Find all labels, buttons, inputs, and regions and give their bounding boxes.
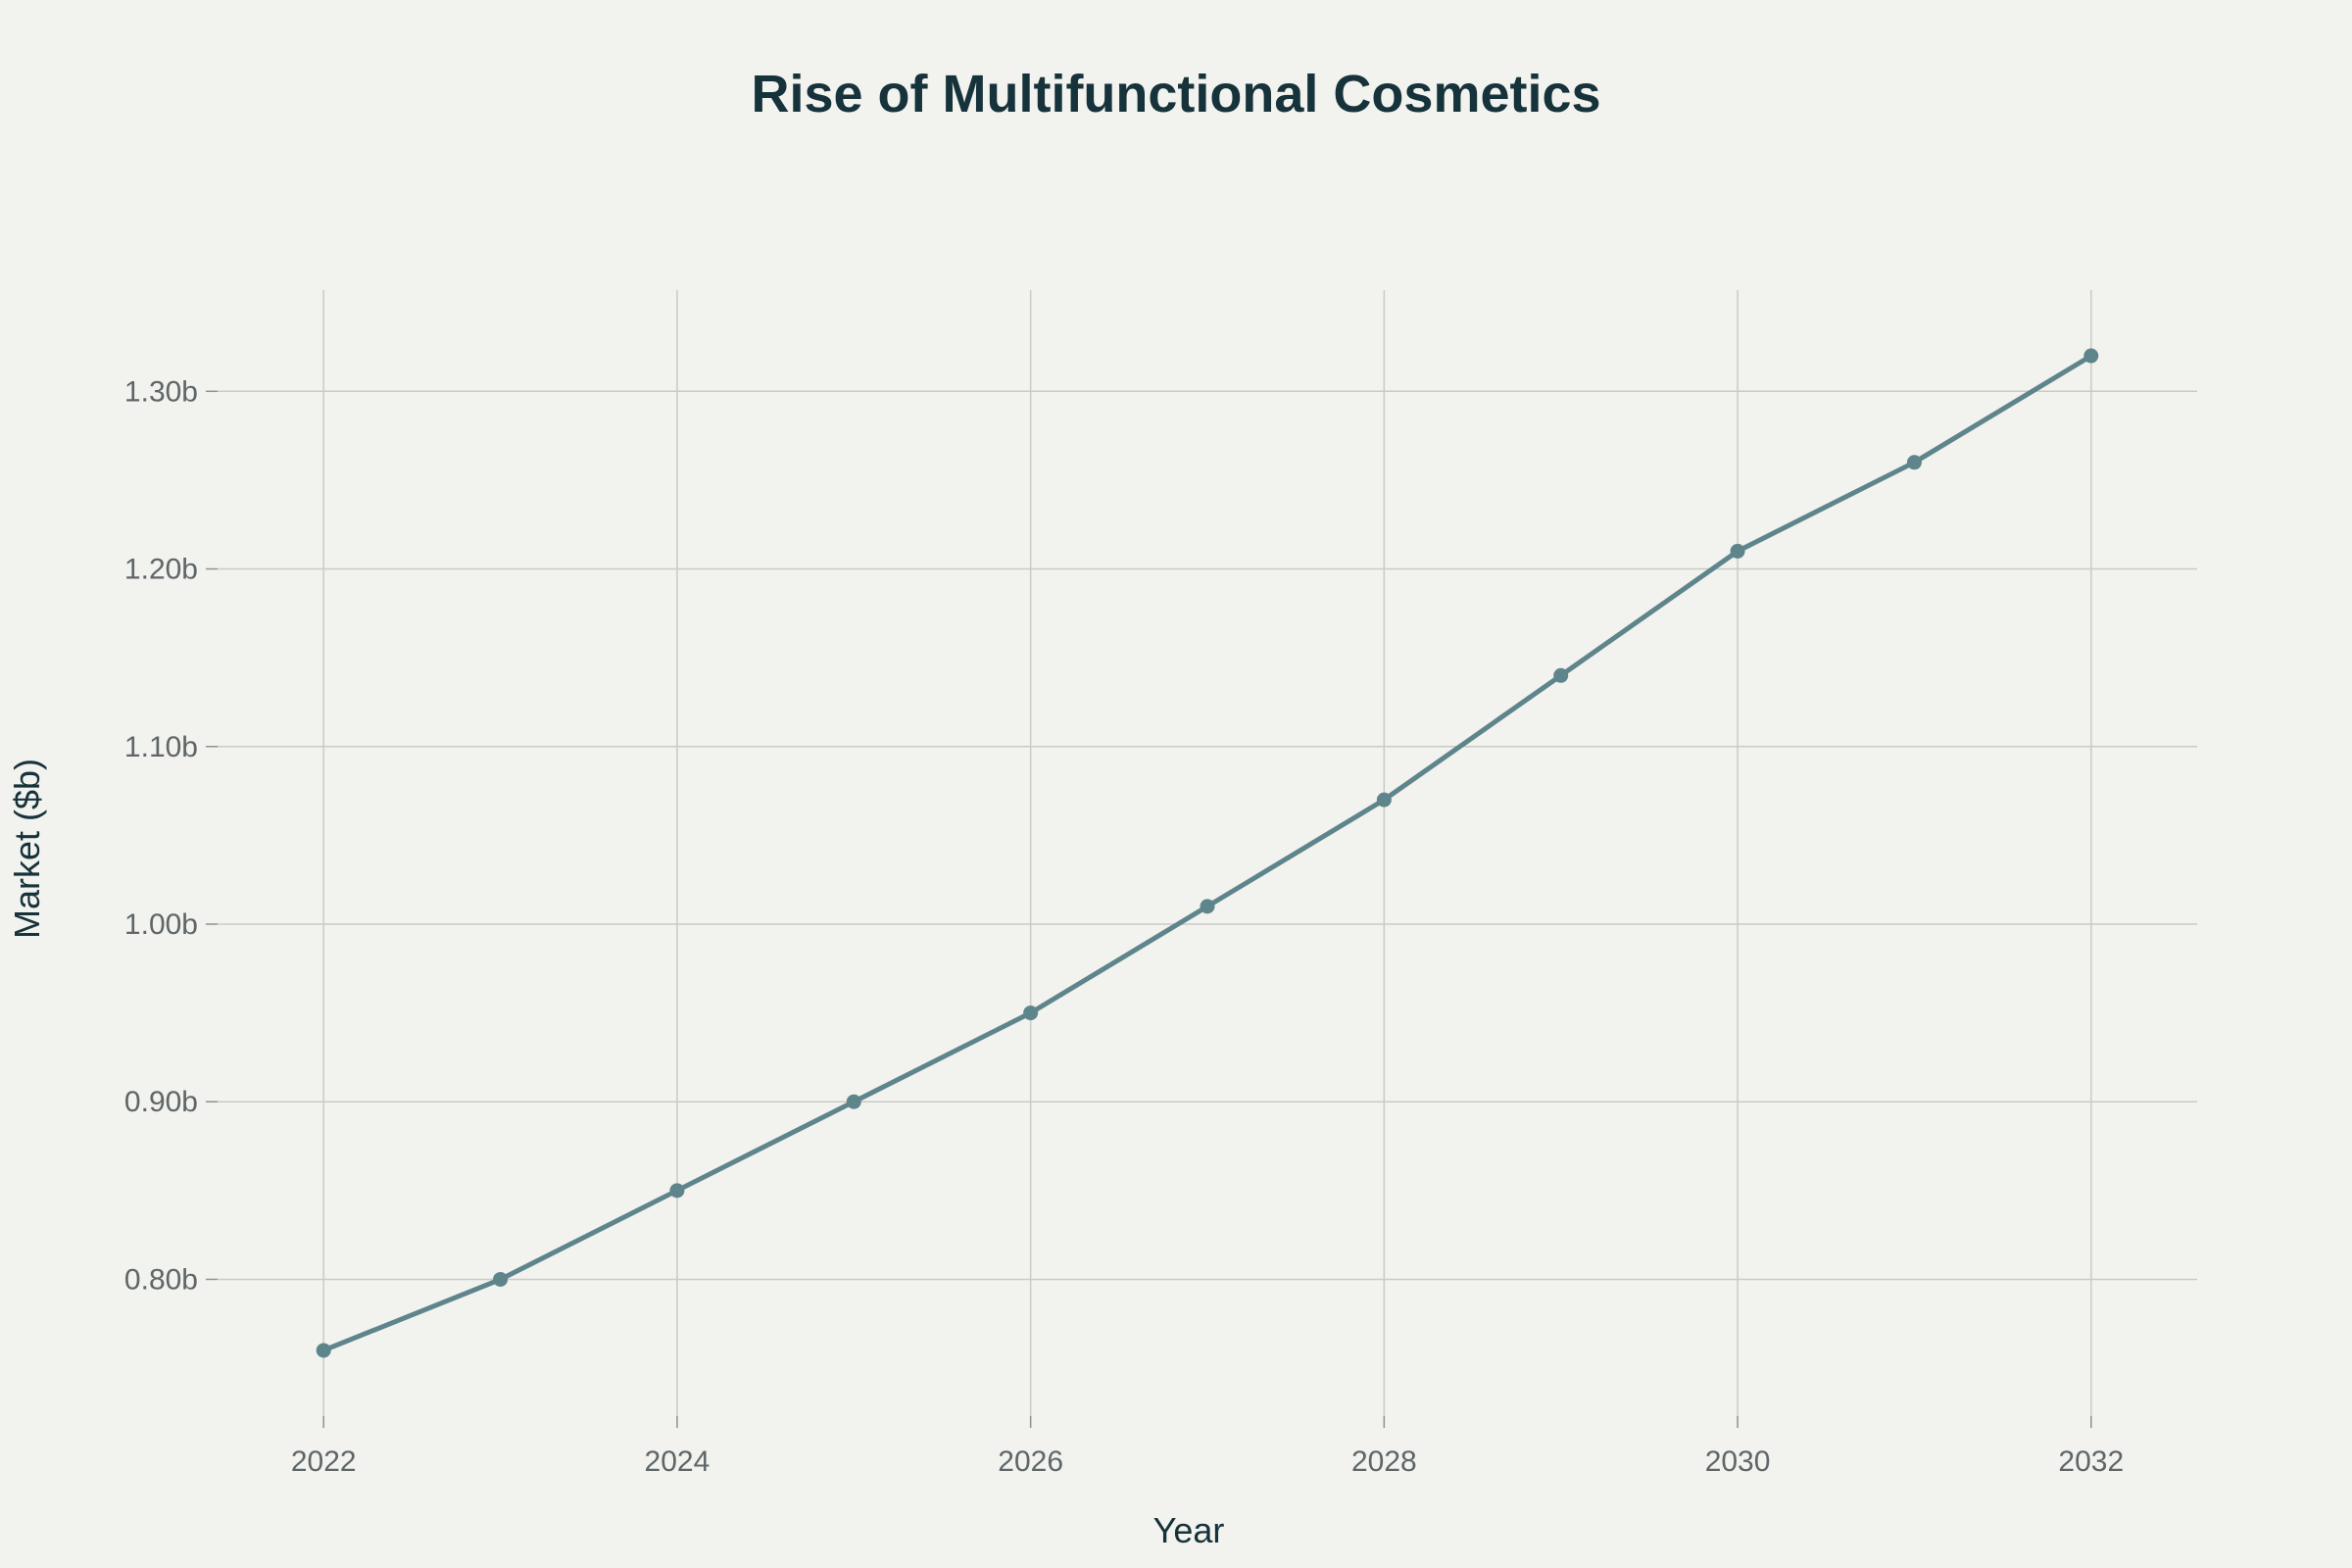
y-tick-label: 0.90b — [124, 1086, 198, 1118]
x-tick-label: 2032 — [2058, 1446, 2124, 1478]
x-tick-label: 2028 — [1351, 1446, 1417, 1478]
x-tick-label: 2026 — [998, 1446, 1063, 1478]
series-layer — [316, 348, 2099, 1358]
x-tick-label: 2024 — [645, 1446, 710, 1478]
y-tick-label: 1.10b — [124, 731, 198, 763]
data-point[interactable] — [669, 1183, 685, 1199]
data-point[interactable] — [1553, 667, 1569, 683]
x-axis-title: Year — [1153, 1510, 1225, 1550]
x-tick-label: 2022 — [291, 1446, 357, 1478]
data-point[interactable] — [316, 1343, 331, 1358]
data-point[interactable] — [1376, 792, 1392, 808]
y-axis-title: Market ($b) — [7, 759, 47, 939]
data-point[interactable] — [1730, 543, 1745, 559]
y-tick-label: 1.20b — [124, 554, 198, 586]
data-point[interactable] — [1023, 1005, 1039, 1021]
y-axis: 0.80b 0.90b 1.00b 1.10b 1.20b 1.30b — [124, 375, 218, 1296]
grid — [218, 290, 2197, 1416]
data-point[interactable] — [2083, 348, 2099, 364]
y-tick-label: 1.00b — [124, 908, 198, 941]
y-tick-label: 0.80b — [124, 1263, 198, 1296]
x-axis: 2022 2024 2026 2028 2030 2032 — [291, 1416, 2124, 1478]
data-point[interactable] — [846, 1094, 861, 1109]
chart-title: Rise of Multifunctional Cosmetics — [751, 65, 1600, 123]
data-point[interactable] — [1906, 455, 1922, 470]
data-point[interactable] — [1200, 899, 1215, 914]
x-tick-label: 2030 — [1705, 1446, 1771, 1478]
data-point[interactable] — [493, 1271, 509, 1287]
y-tick-label: 1.30b — [124, 375, 198, 408]
